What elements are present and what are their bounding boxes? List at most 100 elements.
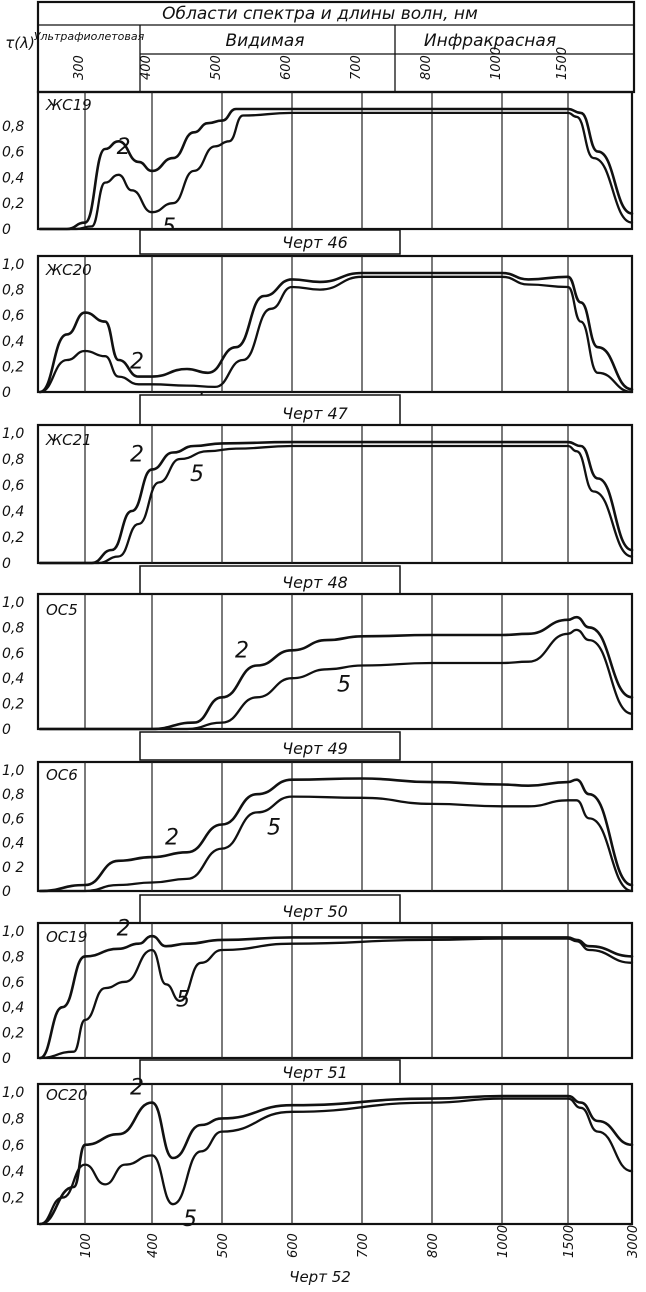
caption-label: Черт 46 bbox=[282, 233, 348, 252]
y-tick-label: 0,2 bbox=[2, 196, 24, 212]
chart-panel-4: 0 0,2 0,4 0,6 0,8 1,0 ОС5 2 5 Черт 49 bbox=[2, 592, 634, 761]
panel-frame bbox=[36, 1082, 634, 1226]
header-title: Области спектра и длины волн, нм bbox=[162, 4, 478, 24]
y-tick-label: 0,4 bbox=[2, 671, 24, 687]
caption-bar: Черт 49 bbox=[139, 731, 401, 761]
y-tick-label: 0,4 bbox=[2, 170, 24, 186]
bottom-tick-label: 1000 bbox=[496, 1225, 511, 1258]
bottom-tick-label: 500 bbox=[216, 1233, 231, 1258]
y-tick-label: 0,6 bbox=[2, 811, 24, 827]
y-tick-label: 0,4 bbox=[2, 1164, 24, 1180]
panel-label: ЖС19 bbox=[45, 96, 92, 114]
caption-bar: Черт 48 bbox=[139, 565, 401, 595]
y-tick-label: 1,0 bbox=[2, 595, 24, 611]
series-line-2 bbox=[38, 271, 634, 394]
y-tick-label: 0,8 bbox=[2, 787, 24, 803]
caption-label: Черт 50 bbox=[282, 902, 348, 921]
top-tick-label: 1500 bbox=[555, 47, 570, 80]
y-tick-label: 0,6 bbox=[2, 646, 24, 662]
series-label-2: 2 bbox=[235, 639, 249, 664]
top-tick-label: 500 bbox=[209, 55, 224, 80]
top-tick-label: 600 bbox=[279, 55, 294, 80]
panel-frame bbox=[36, 254, 634, 394]
y-tick-label: 0,4 bbox=[2, 1000, 24, 1016]
chart-panels: 0 0,2 0,4 0,6 0,8 ЖС19 2 5 Черт 46 0 0,2 0,4 0,6 0,8 1… bbox=[2, 90, 634, 1232]
y-tick-label: 0,8 bbox=[2, 283, 24, 299]
series-line-2 bbox=[38, 440, 634, 565]
caption-box bbox=[139, 1059, 401, 1085]
y-tick-label: 0,6 bbox=[2, 1138, 24, 1154]
spectrum-header: Области спектра и длины волн, нм Ультраф… bbox=[5, 0, 636, 94]
y-tick-label: 0 bbox=[2, 1051, 11, 1067]
top-tick-label: 300 bbox=[72, 55, 87, 80]
header-region-visible: Видимая bbox=[226, 31, 305, 51]
series-label-2: 2 bbox=[117, 917, 131, 942]
header-region-ir: Инфракрасная bbox=[424, 31, 556, 51]
caption-bar: Черт 50 bbox=[139, 894, 401, 924]
panel-label: ОС5 bbox=[46, 601, 78, 619]
top-wavelength-ticks: 300 400 500 600 700 800 1000 1500 bbox=[72, 47, 570, 80]
series-line-2 bbox=[38, 934, 634, 1060]
y-tick-label: 0,8 bbox=[2, 452, 24, 468]
caption-label: Черт 51 bbox=[282, 1063, 348, 1082]
header-region-uv: Ультрафиолетовая bbox=[34, 30, 145, 43]
y-tick-label: 0 bbox=[2, 222, 11, 238]
bottom-tick-label: 700 bbox=[356, 1233, 371, 1258]
y-tick-label: 0,2 bbox=[2, 697, 24, 713]
bottom-tick-label: 3000 bbox=[626, 1225, 641, 1258]
y-tick-label: 0,8 bbox=[2, 1111, 24, 1127]
series-label-5: 5 bbox=[183, 1207, 197, 1232]
series-line-5 bbox=[38, 795, 634, 893]
bottom-tick-label: 800 bbox=[426, 1233, 441, 1258]
series-label-2: 2 bbox=[130, 350, 144, 375]
caption-box bbox=[139, 229, 401, 255]
bottom-wavelength-ticks: 100 400 500 600 700 800 1000 1500 3000 bbox=[79, 1225, 641, 1258]
series-line-5 bbox=[38, 275, 634, 394]
y-tick-label: 1,0 bbox=[2, 924, 24, 940]
series-line-2 bbox=[38, 1094, 634, 1226]
caption-label: Черт 48 bbox=[282, 573, 348, 592]
caption-bar: Черт 51 bbox=[139, 1059, 401, 1085]
series-line-5 bbox=[38, 444, 634, 565]
y-tick-label: 1,0 bbox=[2, 426, 24, 442]
caption-box bbox=[139, 394, 401, 426]
bottom-tick-label: 400 bbox=[146, 1233, 161, 1258]
panel-label: ОС20 bbox=[46, 1086, 87, 1104]
y-tick-label: 0 2 bbox=[2, 860, 24, 876]
panel-label: ЖС21 bbox=[45, 431, 92, 449]
y-tick-label: 0 bbox=[2, 556, 11, 572]
top-tick-label: 700 bbox=[349, 55, 364, 80]
series-label-5: 5 bbox=[190, 462, 204, 487]
series-label-2: 2 bbox=[130, 442, 144, 467]
top-tick-label: 1000 bbox=[489, 47, 504, 80]
series-line-5 bbox=[38, 111, 634, 231]
y-tick-label: 0,2 bbox=[2, 1026, 24, 1042]
panel-frame bbox=[36, 760, 634, 893]
y-tick-label: 1,0 bbox=[2, 257, 24, 273]
y-tick-label: 0,8 bbox=[2, 620, 24, 636]
y-tick-label: 0,2 bbox=[2, 359, 24, 375]
series-label-2: 2 bbox=[117, 135, 131, 160]
top-tick-label: 800 bbox=[419, 55, 434, 80]
series-line-2 bbox=[38, 777, 634, 893]
panel-label: ОС19 bbox=[46, 928, 87, 946]
series-line-5 bbox=[38, 628, 634, 731]
chart-panel-2: 00,20,40,60,81,0ЖС2025Черт 47 bbox=[2, 254, 634, 426]
top-tick-label: 400 bbox=[139, 55, 154, 80]
caption-box bbox=[139, 894, 401, 924]
y-tick-label: 0,2 bbox=[2, 1191, 24, 1207]
y-tick-label: 0 bbox=[2, 884, 11, 900]
y-tick-label: 0 bbox=[2, 722, 11, 738]
chart-panel-7: 0,2 0,4 0,6 0,8 1,0 ОС20 2 5 bbox=[2, 1076, 634, 1232]
caption-box bbox=[139, 565, 401, 595]
y-tick-label: 0,6 bbox=[2, 308, 24, 324]
y-tick-label: 0,2 bbox=[2, 530, 24, 546]
panel-frame bbox=[36, 423, 634, 565]
y-tick-label: 0,4 bbox=[2, 836, 24, 852]
y-tick-label: 0,4 bbox=[2, 334, 24, 350]
panel-label: ОС6 bbox=[46, 766, 78, 784]
y-tick-label: 0,8 bbox=[2, 949, 24, 965]
chart-panel-6: 0 0,2 0,4 0,6 0,8 1,0 ОС19 2 5 Черт 51 bbox=[2, 917, 634, 1085]
y-tick-label: 1,0 bbox=[2, 1085, 24, 1101]
